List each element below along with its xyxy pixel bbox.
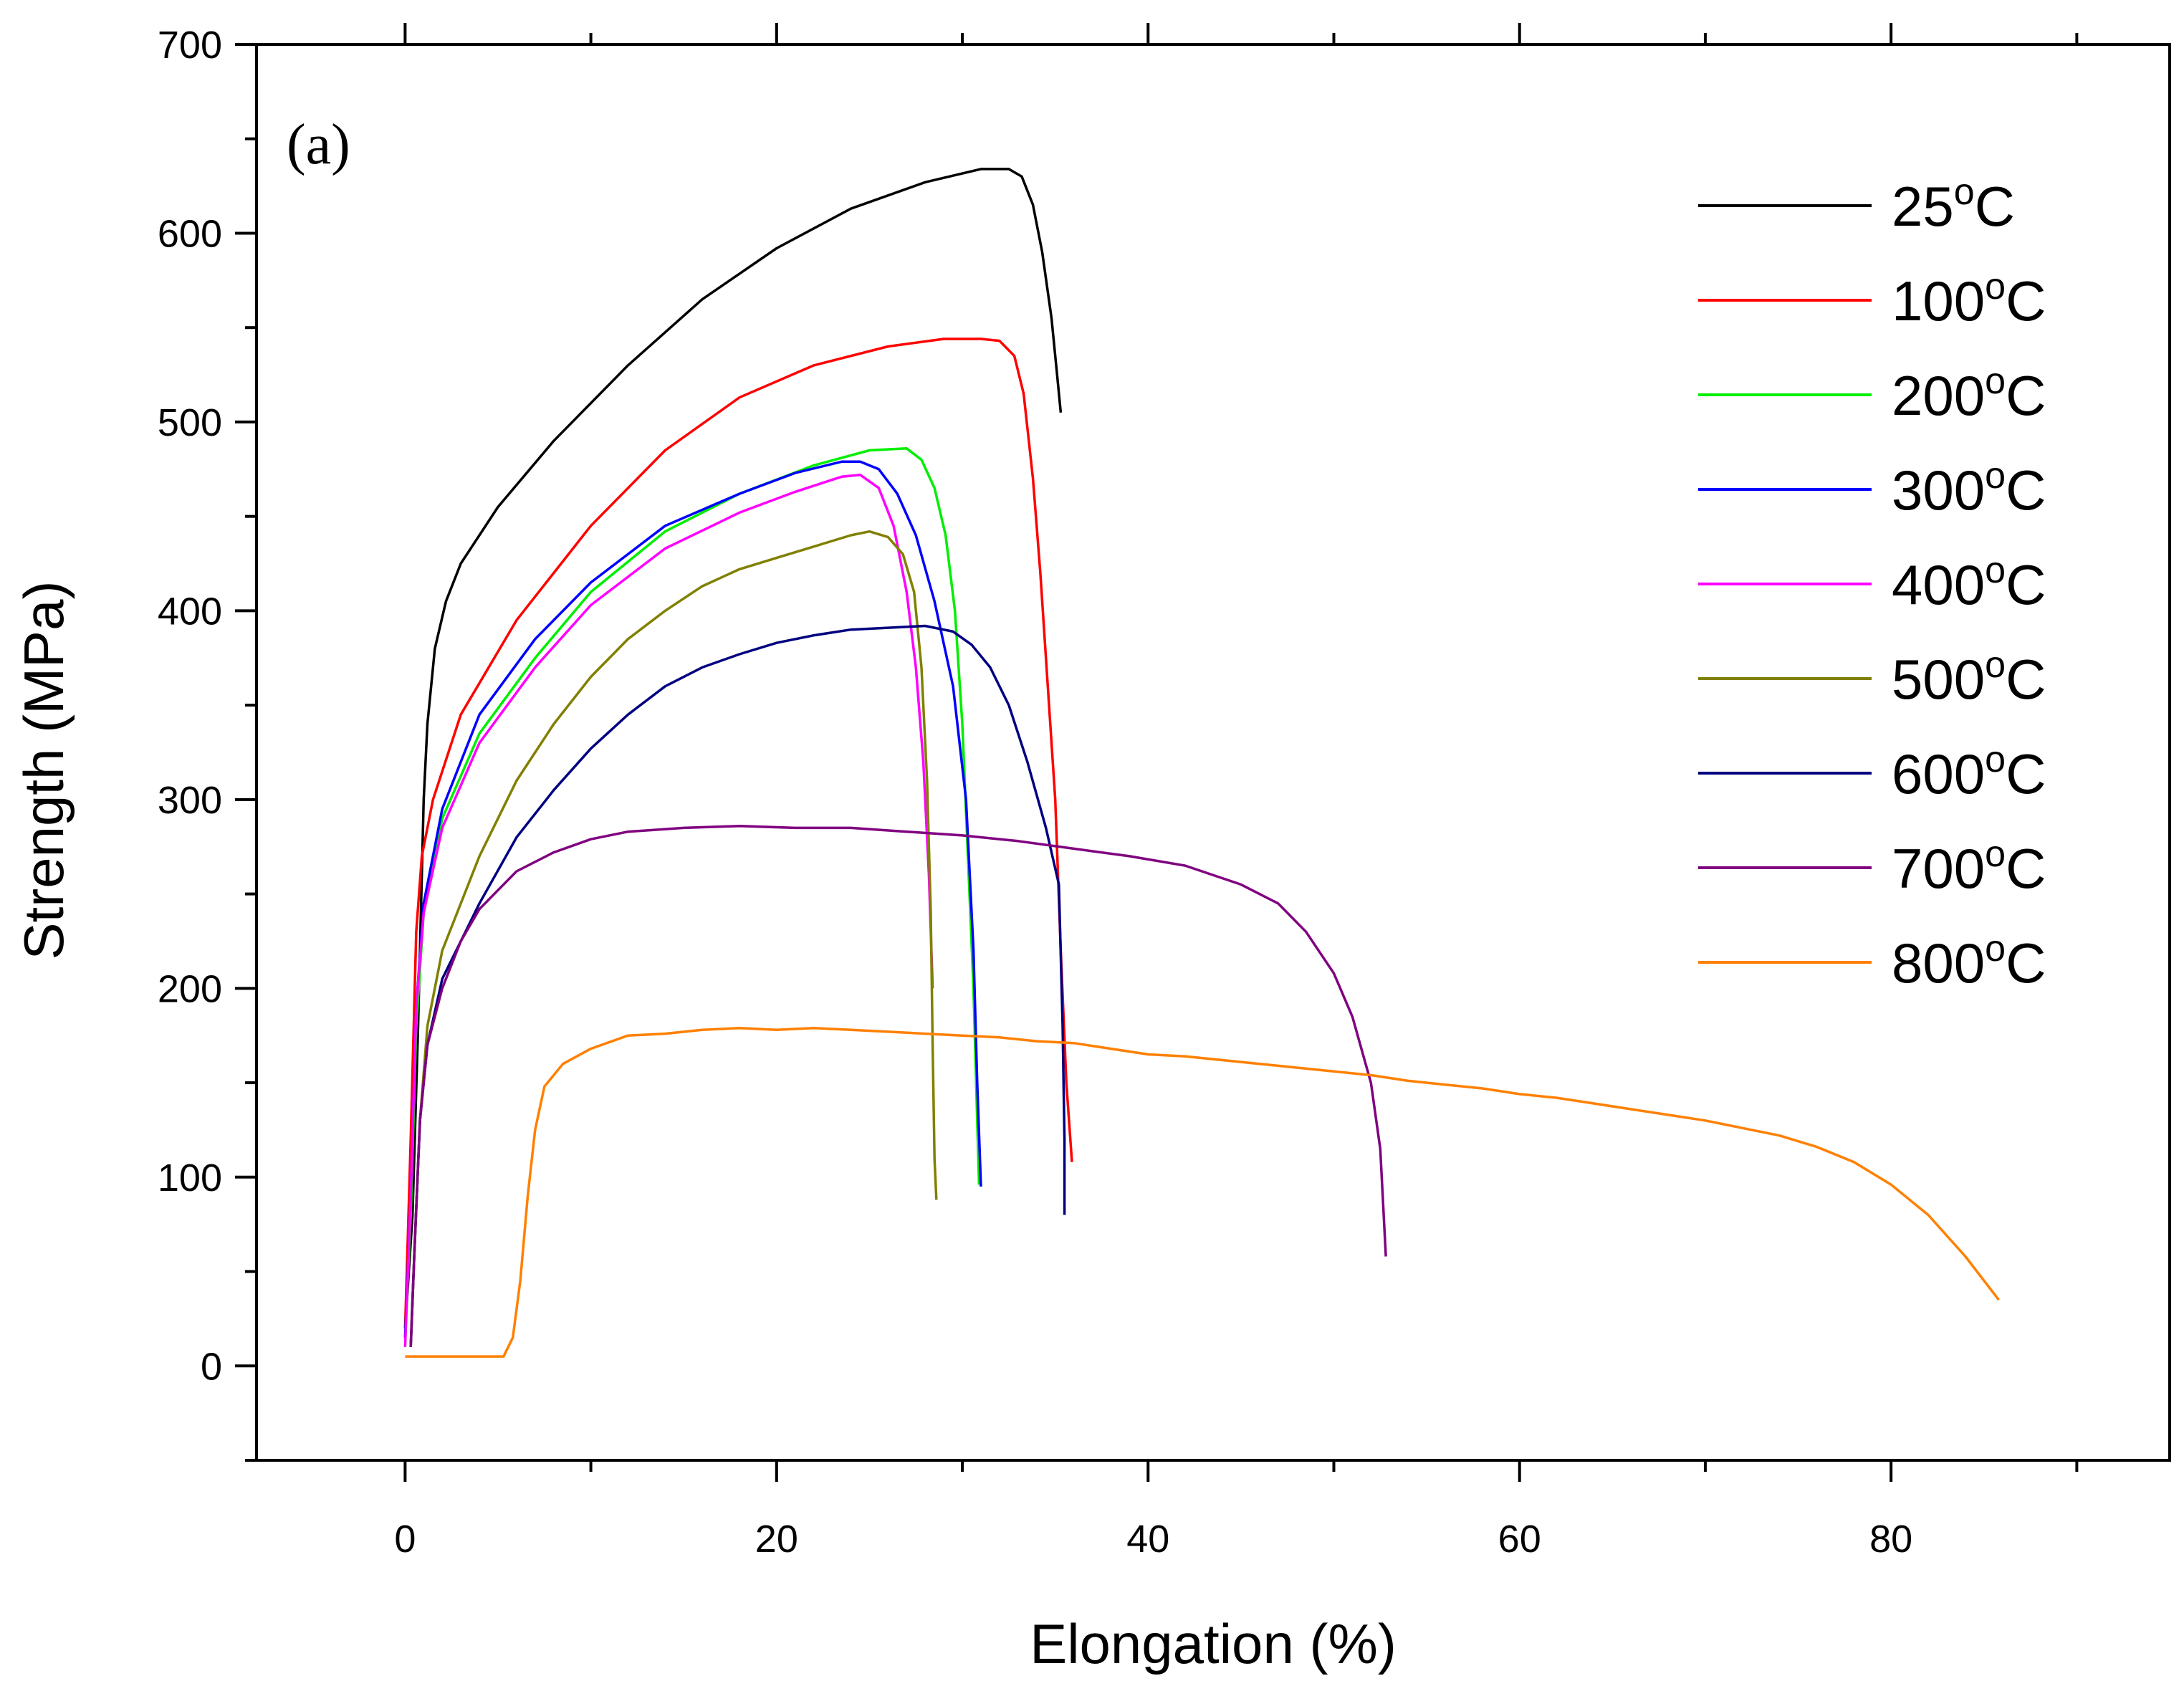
axes-layer: 0 20 40 60 80 0 100 200 300 400 500 600 700: [158, 23, 2079, 1561]
plot-frame: [255, 43, 2171, 1462]
x-axis-title: Elongation (%): [1030, 1612, 1397, 1675]
legend: 25oC 100oC 200oC 300oC 400oC 500oC 600oC 700oC 8…: [1698, 171, 2046, 995]
y-tick-label: 200: [158, 967, 222, 1010]
legend-label-400: 400oC: [1892, 550, 2046, 616]
series-line-700: [409, 825, 1387, 1347]
legend-label-200: 200oC: [1892, 360, 2046, 427]
y-tick-label: 600: [158, 212, 222, 255]
y-tick-label: 400: [158, 590, 222, 633]
legend-label-300: 300oC: [1892, 455, 2046, 522]
x-tick-label: 80: [1869, 1518, 1912, 1561]
series-layer: [403, 168, 2000, 1358]
legend-label-700: 700oC: [1892, 833, 2046, 900]
y-tick-label: 0: [201, 1345, 222, 1388]
series-line-400: [403, 473, 934, 1347]
y-tick-label: 300: [158, 779, 222, 822]
x-tick-label: 20: [755, 1518, 798, 1561]
legend-label-600: 600oC: [1892, 739, 2046, 805]
series-line-25: [403, 168, 1063, 1328]
y-tick-label: 500: [158, 401, 222, 444]
series-line-100: [403, 337, 1073, 1328]
series-line-800: [405, 1026, 2000, 1358]
y-tick-label: 700: [158, 24, 222, 67]
legend-label-100: 100oC: [1892, 266, 2046, 332]
x-tick-label: 40: [1126, 1518, 1169, 1561]
x-tick-label: 0: [394, 1518, 416, 1561]
series-line-300: [403, 460, 982, 1338]
legend-label-25: 25oC: [1892, 171, 2015, 238]
panel-label: (a): [287, 113, 350, 176]
y-axis-title: Strength (MPa): [12, 581, 75, 960]
legend-label-500: 500oC: [1892, 644, 2046, 711]
y-tick-label: 100: [158, 1156, 222, 1199]
legend-label-800: 800oC: [1892, 928, 2046, 995]
x-tick-label: 60: [1498, 1518, 1541, 1561]
series-line-500: [409, 530, 938, 1347]
